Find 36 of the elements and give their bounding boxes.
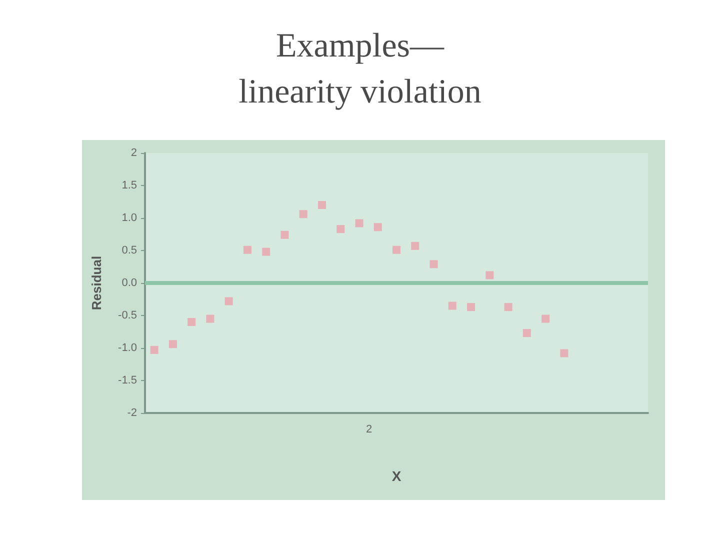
y-tick-label: 0.0 <box>122 277 137 289</box>
point <box>280 230 289 239</box>
point <box>299 210 308 218</box>
point <box>224 297 233 306</box>
point <box>392 246 400 254</box>
point <box>243 246 252 254</box>
y-tick-label: -1.5 <box>118 374 137 386</box>
point <box>486 271 494 280</box>
point <box>560 349 568 358</box>
point <box>374 223 382 232</box>
y-tick-label: 1.5 <box>122 180 137 192</box>
point <box>504 303 512 312</box>
y-axis-title: Residual <box>89 256 104 310</box>
point <box>206 314 214 323</box>
x-axis-title: X <box>392 468 402 484</box>
y-tick-label: -0.5 <box>118 310 137 322</box>
point <box>318 201 326 209</box>
point <box>430 260 438 268</box>
y-tick-label: -1.0 <box>118 342 137 354</box>
point <box>262 248 270 256</box>
point <box>150 346 158 354</box>
y-tick-label: -2 <box>127 407 137 419</box>
point <box>336 225 345 234</box>
point <box>355 219 364 228</box>
chart-title: Examples— linearity violation <box>238 28 482 110</box>
point <box>448 302 456 310</box>
point <box>411 242 420 250</box>
y-tick-label: 0.5 <box>122 244 137 256</box>
point <box>168 340 177 348</box>
point <box>188 318 196 326</box>
text: 2 <box>366 424 372 436</box>
point <box>522 329 531 338</box>
y-tick-label: 2 <box>130 147 137 159</box>
point <box>542 314 550 323</box>
point <box>467 303 476 312</box>
y-tick-label: 1.0 <box>122 212 137 224</box>
